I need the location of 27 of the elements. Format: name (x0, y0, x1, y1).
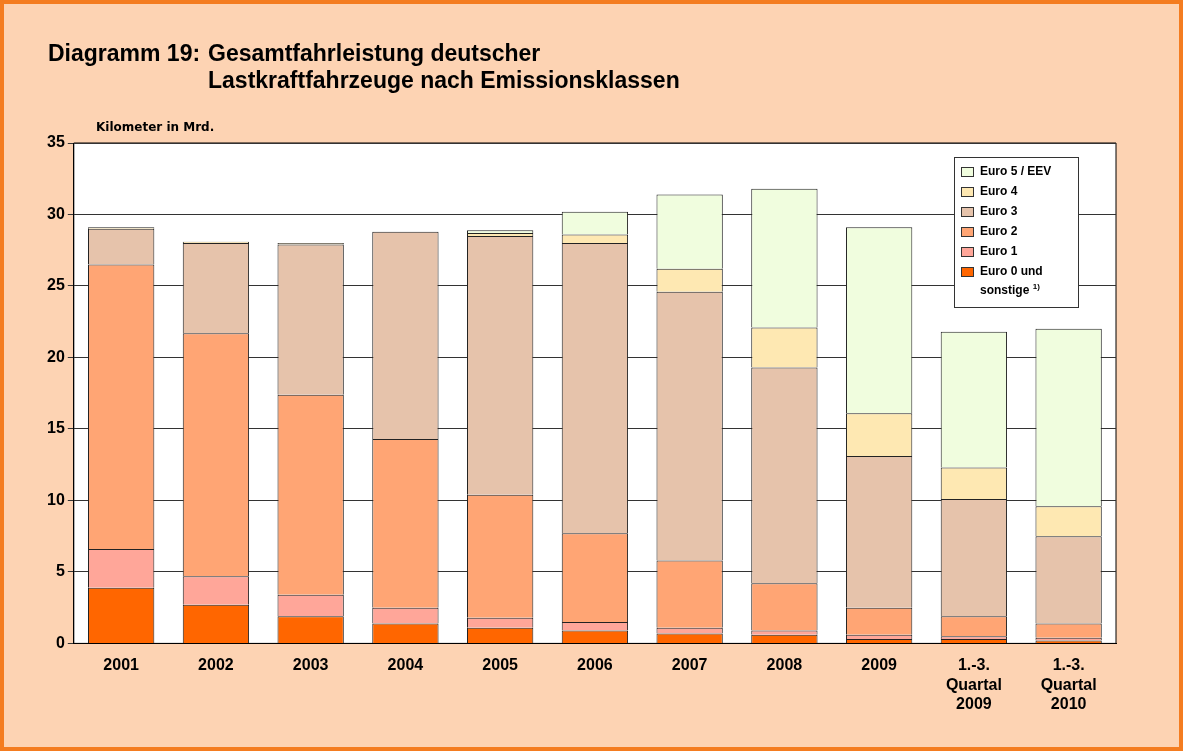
x-tick-label: 2008 (766, 656, 803, 674)
x-tick-label: 2007 (671, 656, 708, 674)
y-tick-label: 10 (47, 490, 65, 508)
x-tick-label: 2006 (577, 656, 613, 674)
legend-label: Euro 2 (980, 224, 1018, 239)
legend-label: Euro 1 (980, 244, 1018, 259)
legend-label: Euro 5 / EEV (980, 164, 1052, 179)
y-tick-label: 15 (47, 419, 65, 437)
legend-label: Euro 4 (980, 184, 1018, 199)
x-tick-label: 2003 (292, 656, 329, 674)
x-tick-label: 1.-3. Quartal 2010 (1040, 656, 1097, 712)
legend-label: Euro 0 und sonstige $^{1)}$ (980, 264, 1044, 298)
x-tick-label: 2009 (861, 656, 898, 674)
y-tick-label: 0 (55, 633, 65, 651)
y-tick-label: 20 (47, 347, 65, 365)
y-tick-label: 35 (47, 133, 65, 151)
x-tick-label: 1.-3. Quartal 2009 (945, 656, 1002, 712)
x-tick-label: 2005 (482, 656, 519, 674)
y-tick-label: 25 (47, 276, 65, 294)
legend-label: Euro 3 (980, 204, 1018, 219)
x-tick-label: 2002 (198, 656, 234, 674)
x-tick-label: 2004 (387, 656, 424, 674)
y-tick-label: 5 (55, 562, 65, 580)
y-axis-title: Kilometer in Mrd. (96, 120, 215, 134)
x-tick-label: 2001 (103, 656, 140, 674)
y-tick-label: 30 (47, 204, 65, 222)
chart-title: Diagramm 19: Gesamtfahrleistung deutscher Lastkraftfahrzeuge nach Emissionsklassen (48, 40, 681, 94)
